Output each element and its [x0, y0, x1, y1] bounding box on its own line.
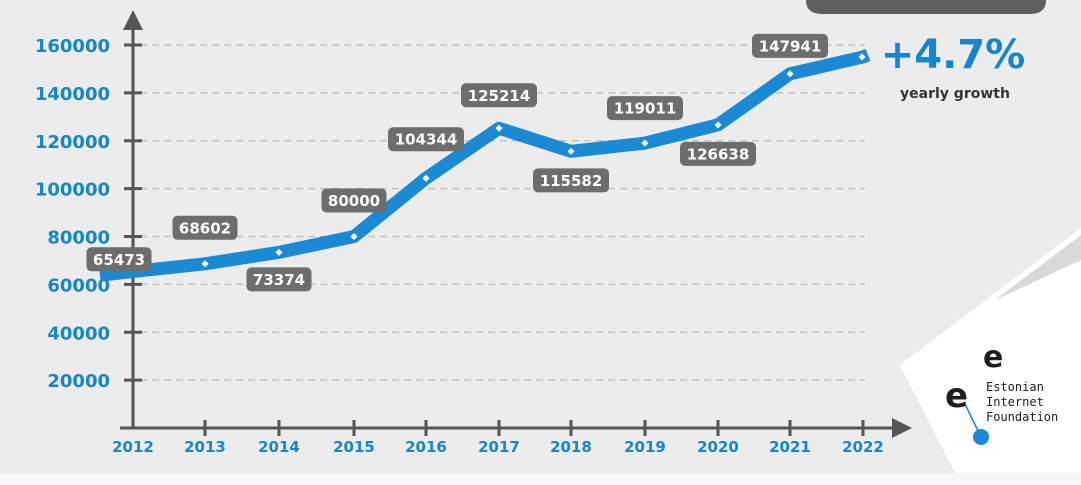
x-tick-label: 2017: [478, 438, 520, 456]
x-tick-label: 2016: [405, 438, 447, 456]
data-label: 125214: [461, 83, 537, 108]
data-point: [201, 260, 209, 268]
data-point: [858, 53, 866, 61]
logo-line-2: Internet: [986, 395, 1044, 409]
svg-text:115582: 115582: [540, 172, 603, 190]
x-axis-ticks: 2012 2013 2014 2015 2016 2017 2018 2019 2020 2021…: [112, 420, 884, 456]
svg-text:104344: 104344: [395, 131, 458, 149]
data-label: 80000: [321, 188, 387, 213]
svg-text:119011: 119011: [614, 100, 677, 118]
x-tick-label: 2014: [258, 438, 300, 456]
x-tick-label: 2021: [769, 438, 811, 456]
data-point: [350, 232, 358, 241]
data-point: [641, 139, 649, 147]
y-tick-label: 20000: [47, 371, 110, 392]
data-label: 68602: [172, 215, 238, 240]
logo-e-small-icon: e: [945, 376, 968, 416]
svg-text:125214: 125214: [468, 87, 531, 105]
x-axis-arrow: [892, 418, 912, 438]
svg-text:80000: 80000: [328, 192, 380, 210]
growth-value: +4.7%: [881, 32, 1025, 78]
data-labels: 65473 68602 73374 80000 104344 125214 115582 11…: [86, 33, 828, 292]
x-tick-label: 2018: [550, 438, 592, 456]
svg-text:73374: 73374: [253, 271, 305, 289]
data-label: 119011: [607, 96, 683, 121]
growth-label: yearly growth: [900, 86, 1010, 102]
data-point: [422, 174, 430, 182]
svg-text:65473: 65473: [93, 251, 145, 269]
svg-text:126638: 126638: [687, 145, 750, 163]
data-label: 73374: [246, 267, 312, 292]
x-tick-label: 2013: [184, 438, 226, 456]
data-label: 115582: [533, 168, 609, 193]
y-tick-label: 120000: [35, 132, 110, 153]
y-tick-label: 60000: [47, 275, 110, 296]
svg-text:68602: 68602: [179, 219, 231, 237]
bottom-stripe: [0, 473, 1081, 485]
y-tick-label: 100000: [35, 180, 110, 201]
x-tick-label: 2015: [333, 438, 375, 456]
logo-panel-shadow: [995, 235, 1081, 300]
data-points: [201, 53, 866, 268]
y-tick-label: 160000: [35, 36, 110, 57]
logo-dot-icon: [973, 429, 989, 445]
y-axis-ticks: 20000 40000 60000 80000 100000 120000 140000 16…: [35, 36, 142, 392]
header-badge: [806, 0, 1046, 14]
data-point: [714, 121, 722, 129]
logo-panel: [900, 228, 1081, 473]
data-point: [567, 147, 575, 155]
logo-line-1: Estonian: [986, 380, 1044, 394]
data-label: 126638: [680, 141, 756, 166]
data-point: [786, 70, 794, 78]
x-tick-label: 2022: [842, 438, 884, 456]
estonian-internet-foundation-logo: e e Estonian Internet Foundation: [945, 340, 1058, 445]
logo-e-top-icon: e: [983, 340, 1003, 375]
data-label: 65473: [86, 247, 152, 272]
data-point: [495, 124, 503, 132]
x-tick-label: 2020: [697, 438, 739, 456]
data-point: [275, 248, 283, 256]
y-axis-arrow: [123, 10, 143, 30]
data-label: 147941: [752, 33, 828, 58]
data-label: 104344: [388, 127, 464, 152]
y-tick-label: 40000: [47, 323, 110, 344]
x-tick-label: 2012: [112, 438, 154, 456]
y-tick-label: 80000: [47, 228, 110, 249]
x-tick-label: 2019: [624, 438, 666, 456]
logo-line-3: Foundation: [986, 410, 1058, 424]
y-tick-label: 140000: [35, 84, 110, 105]
svg-text:147941: 147941: [759, 37, 822, 55]
